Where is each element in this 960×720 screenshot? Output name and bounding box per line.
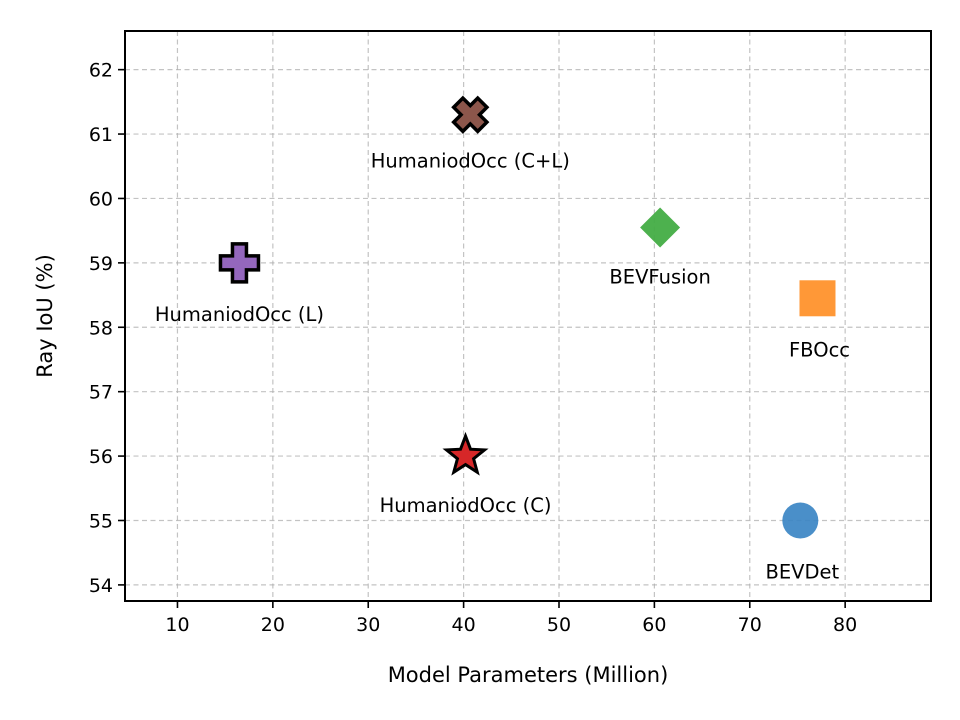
point-humaniodocc-c-label: HumaniodOcc (C): [380, 494, 552, 517]
axis-ticks: 10 20 30 40 50 60 70 80 54 55 56 57 58 59 60 61 62: [89, 60, 857, 636]
point-humaniodocc-l-marker: [218, 242, 261, 284]
x-tick-label: 60: [642, 614, 666, 636]
y-tick-label: 54: [89, 575, 113, 597]
x-tick-label: 80: [833, 614, 857, 636]
point-bevfusion-marker: [640, 207, 681, 248]
point-bevdet-marker: [782, 502, 819, 539]
y-axis-label: Ray IoU (%): [33, 254, 57, 378]
y-tick-label: 56: [89, 446, 113, 468]
x-axis-label: Model Parameters (Million): [388, 663, 669, 687]
y-tick-label: 60: [89, 188, 113, 210]
point-fbocc-label: FBOcc: [789, 338, 850, 361]
x-tick-label: 20: [261, 614, 285, 636]
point-bevdet-label: BEVDet: [765, 560, 839, 583]
point-humaniodocc-l-label: HumaniodOcc (L): [155, 303, 324, 326]
point-humaniodocc-c-marker: [442, 431, 489, 476]
x-tick-label: 30: [356, 614, 380, 636]
x-tick-label: 10: [165, 614, 189, 636]
y-tick-label: 59: [89, 253, 113, 275]
y-tick-label: 61: [89, 124, 113, 146]
point-humaniodocc-c-l-label: HumaniodOcc (C+L): [371, 150, 570, 173]
y-tick-label: 62: [89, 60, 113, 82]
point-humaniodocc-c-l-marker: [451, 95, 490, 134]
y-tick-label: 55: [89, 510, 113, 532]
x-tick-label: 70: [738, 614, 762, 636]
x-tick-label: 40: [452, 614, 476, 636]
x-tick-label: 50: [547, 614, 571, 636]
y-tick-label: 57: [89, 382, 113, 404]
data-points: [218, 95, 836, 539]
point-bevfusion-label: BEVFusion: [609, 265, 710, 288]
point-fbocc-marker: [799, 280, 836, 317]
y-tick-label: 58: [89, 317, 113, 339]
point-labels: BEVDet FBOcc BEVFusion HumaniodOcc (C) Human…: [155, 150, 850, 584]
plot-frame: [124, 30, 932, 602]
